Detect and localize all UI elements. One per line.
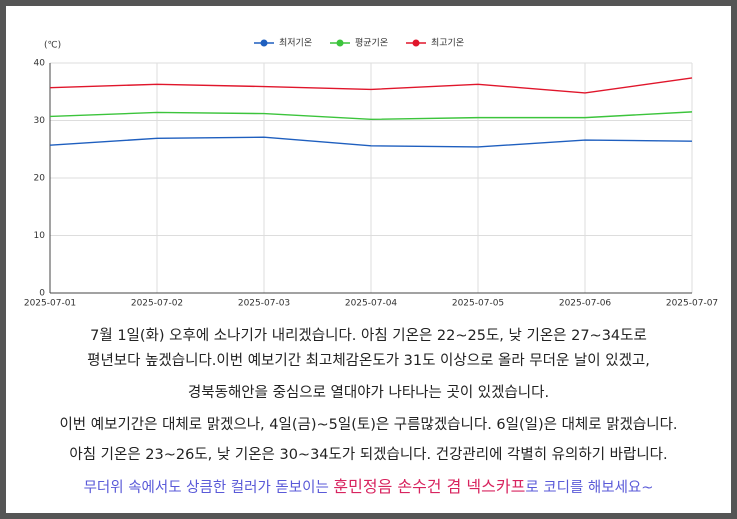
forecast-line: 7월 1일(화) 오후에 소나기가 내리겠습니다. 아침 기온은 22~25도,… xyxy=(90,328,647,344)
series-line xyxy=(49,136,693,148)
legend-label: 최저기온 xyxy=(279,38,312,49)
series-line xyxy=(49,77,693,94)
forecast-line: 경북동해안을 중심으로 열대야가 나타나는 곳이 있겠습니다. xyxy=(187,385,550,401)
x-tick-label: 2025-07-03 xyxy=(238,299,290,309)
series-line xyxy=(49,111,693,121)
y-tick-label: 10 xyxy=(34,231,46,241)
legend-label: 평균기온 xyxy=(355,38,388,49)
y-tick-label: 20 xyxy=(34,174,46,184)
x-tick-label: 2025-07-04 xyxy=(345,299,398,309)
y-tick-label: 30 xyxy=(34,116,46,126)
unit-label: (℃) xyxy=(44,41,61,51)
x-tick-label: 2025-07-02 xyxy=(131,299,183,309)
forecast-line: 아침 기온은 23~26도, 낮 기온은 30~34도가 되겠습니다. 건강관리… xyxy=(69,447,668,463)
y-tick-label: 40 xyxy=(34,59,46,69)
y-tick-label: 0 xyxy=(39,289,45,299)
promo: 무더위 속에서도 상큼한 컬러가 돋보이는 훈민정음 손수건 겸 넥스카프로 코… xyxy=(6,473,731,497)
promo-part: 무더위 속에서도 상큼한 컬러가 돋보이는 xyxy=(83,480,334,496)
x-tick-label: 2025-07-06 xyxy=(559,299,612,309)
forecast-line: 평년보다 높겠습니다.이번 예보기간 최고체감온도가 31도 이상으로 올라 무… xyxy=(87,353,650,369)
promo-part: 로 코디를 해보세요~ xyxy=(525,480,654,496)
x-tick-label: 2025-07-05 xyxy=(452,299,504,309)
chart: (℃) 0 10 20 30 40 2025-07-01 2025-07-02 2025-07… xyxy=(24,38,718,309)
promo-part[interactable]: 훈민정음 손수건 겸 넥스카프 xyxy=(333,477,526,496)
legend-dot xyxy=(260,39,268,47)
legend-dot xyxy=(336,39,344,47)
legend-label: 최고기온 xyxy=(431,38,464,49)
x-tick-label: 2025-07-01 xyxy=(24,299,76,309)
forecast-line: 이번 예보기간은 대체로 맑겠으나, 4일(금)~5일(토)은 구름많겠습니다.… xyxy=(59,417,678,433)
x-tick-label: 2025-07-07 xyxy=(666,299,718,309)
legend-dot xyxy=(412,39,420,47)
